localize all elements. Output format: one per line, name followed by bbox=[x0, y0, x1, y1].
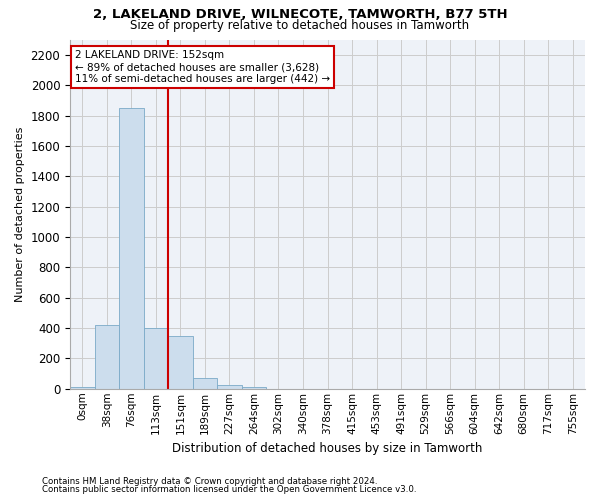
Text: Contains public sector information licensed under the Open Government Licence v3: Contains public sector information licen… bbox=[42, 485, 416, 494]
Bar bbox=[119, 108, 143, 389]
Bar bbox=[193, 378, 217, 389]
Text: 2 LAKELAND DRIVE: 152sqm
← 89% of detached houses are smaller (3,628)
11% of sem: 2 LAKELAND DRIVE: 152sqm ← 89% of detach… bbox=[75, 50, 331, 84]
Bar bbox=[95, 325, 119, 389]
Bar bbox=[143, 328, 168, 389]
Bar bbox=[217, 385, 242, 389]
X-axis label: Distribution of detached houses by size in Tamworth: Distribution of detached houses by size … bbox=[172, 442, 483, 455]
Text: Size of property relative to detached houses in Tamworth: Size of property relative to detached ho… bbox=[130, 18, 470, 32]
Text: Contains HM Land Registry data © Crown copyright and database right 2024.: Contains HM Land Registry data © Crown c… bbox=[42, 477, 377, 486]
Text: 2, LAKELAND DRIVE, WILNECOTE, TAMWORTH, B77 5TH: 2, LAKELAND DRIVE, WILNECOTE, TAMWORTH, … bbox=[92, 8, 508, 20]
Y-axis label: Number of detached properties: Number of detached properties bbox=[15, 126, 25, 302]
Bar bbox=[168, 336, 193, 389]
Bar bbox=[242, 387, 266, 389]
Bar bbox=[70, 387, 95, 389]
